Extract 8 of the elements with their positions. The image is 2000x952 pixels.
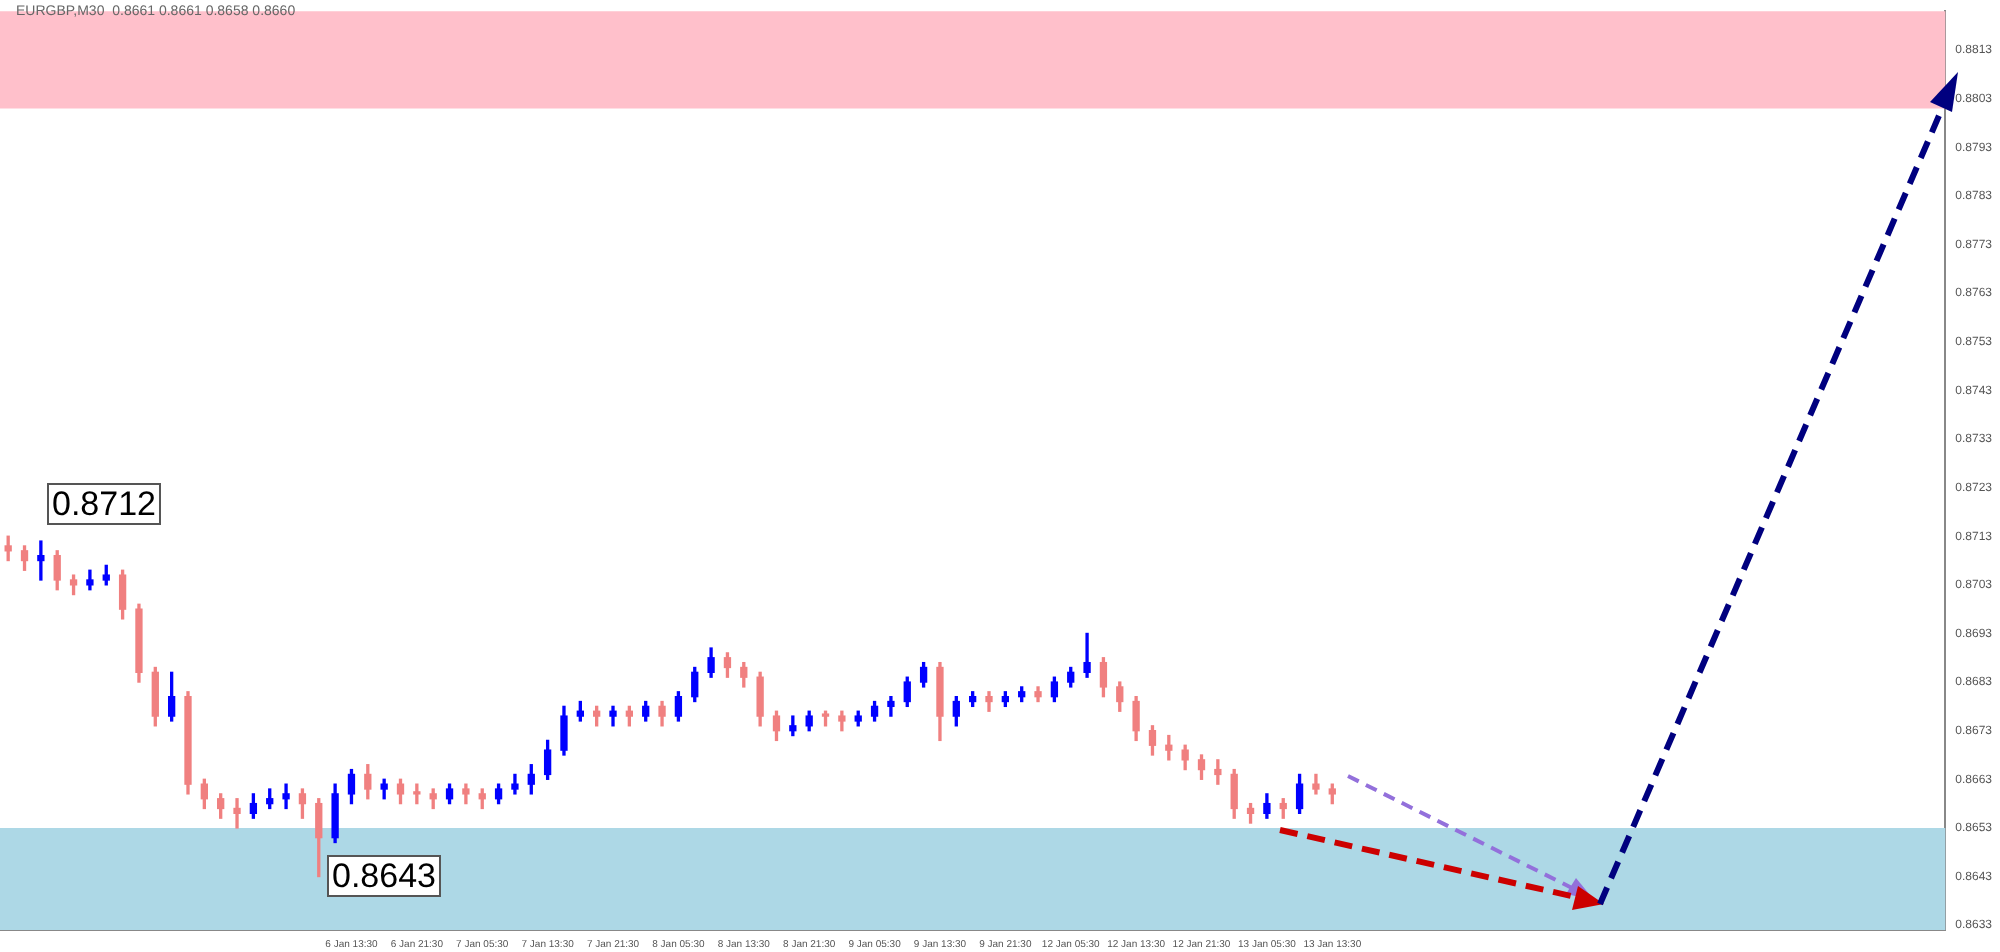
candlestick [37, 540, 45, 581]
candlestick [233, 798, 241, 829]
candlestick [413, 783, 421, 805]
annotation: 0.8643 [332, 857, 436, 896]
candlestick [1214, 759, 1222, 785]
candlestick [282, 783, 290, 810]
candlestick [1083, 632, 1091, 678]
annotation: 0.8712 [52, 485, 156, 524]
